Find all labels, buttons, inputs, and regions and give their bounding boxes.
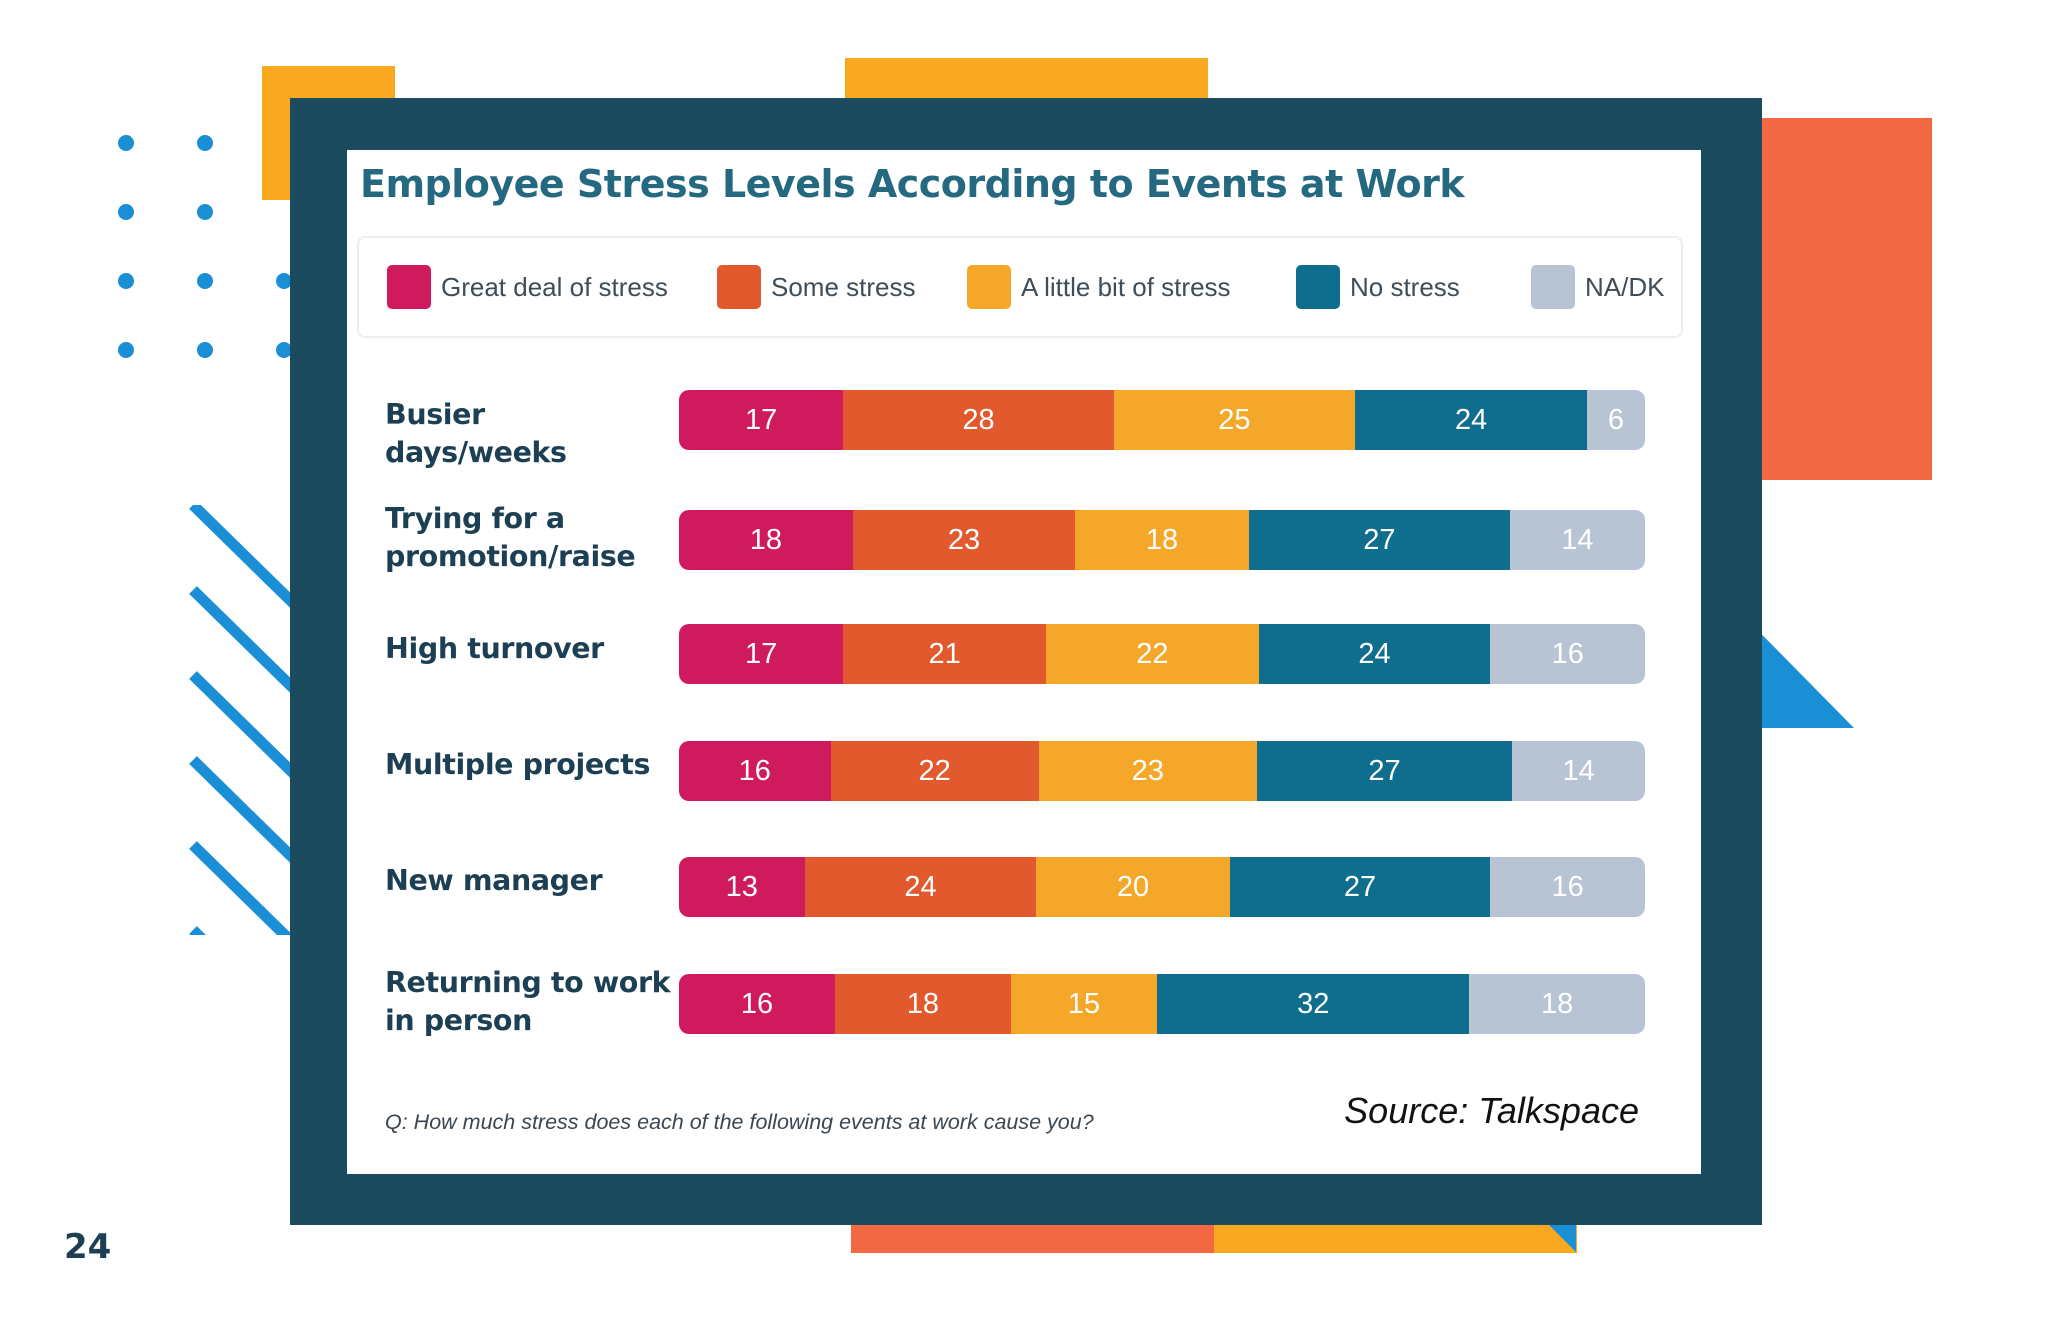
bar-segment-great: 16 <box>679 974 836 1034</box>
bar-segment-none: 27 <box>1229 857 1491 917</box>
legend-swatch <box>387 265 431 309</box>
bar-segment-some: 22 <box>830 741 1039 801</box>
bar-segment-na: 16 <box>1490 857 1645 917</box>
legend-swatch <box>967 265 1011 309</box>
bar-segment-some: 24 <box>804 857 1037 917</box>
orange-rect-right <box>1760 118 1932 480</box>
legend-item-great: Great deal of stress <box>387 238 668 336</box>
stacked-bar: 16 22 23 27 14 <box>679 741 1645 801</box>
row-label: Multiple projects <box>385 748 651 781</box>
decor-stripe <box>189 756 295 864</box>
legend-label: No stress <box>1350 271 1460 302</box>
bar-segment-na: 14 <box>1512 741 1645 801</box>
chart-title: Employee Stress Levels According to Even… <box>360 162 1465 206</box>
row-label: Trying for a promotion/raise <box>385 502 636 573</box>
legend-item-none: No stress <box>1296 238 1460 336</box>
bar-segment-great: 18 <box>679 510 853 570</box>
decor-dot <box>197 135 213 151</box>
bar-segment-little: 20 <box>1036 857 1230 917</box>
page-number: 24 <box>64 1227 112 1267</box>
decor-dot <box>197 273 213 289</box>
bar-segment-none: 32 <box>1157 974 1470 1034</box>
chart-legend: Great deal of stress Some stress A little … <box>357 236 1683 338</box>
decor-dot <box>197 204 213 220</box>
decor-stripe <box>189 841 293 935</box>
row-label: New manager <box>385 864 603 897</box>
bar-segment-great: 16 <box>679 741 831 801</box>
bar-segment-little: 22 <box>1046 624 1259 684</box>
bar-segment-na: 6 <box>1587 390 1645 450</box>
bar-segment-na: 18 <box>1469 974 1645 1034</box>
stacked-bar: 17 21 22 24 16 <box>679 624 1645 684</box>
bar-segment-some: 23 <box>852 510 1076 570</box>
stacked-bar: 16 18 15 32 18 <box>679 974 1645 1034</box>
legend-label: Great deal of stress <box>441 271 668 302</box>
chart-source: Source: Talkspace <box>1344 1090 1639 1131</box>
bar-segment-great: 17 <box>679 390 844 450</box>
bar-segment-little: 25 <box>1113 390 1356 450</box>
chart-card: Employee Stress Levels According to Even… <box>347 150 1701 1174</box>
bar-segment-little: 18 <box>1075 510 1249 570</box>
decor-dot <box>276 342 292 358</box>
decor-dot <box>118 342 134 358</box>
decor-stripe <box>189 505 295 609</box>
bar-segment-some: 18 <box>835 974 1011 1034</box>
decor-stripe <box>189 586 295 694</box>
legend-swatch <box>1296 265 1340 309</box>
legend-item-na: NA/DK <box>1531 238 1664 336</box>
stacked-bar: 13 24 20 27 16 <box>679 857 1645 917</box>
stacked-bar: 18 23 18 27 14 <box>679 510 1645 570</box>
bar-segment-none: 24 <box>1258 624 1491 684</box>
legend-label: A little bit of stress <box>1021 271 1231 302</box>
bar-segment-none: 27 <box>1248 510 1510 570</box>
stacked-bar: 17 28 25 24 6 <box>679 390 1645 450</box>
bar-segment-none: 24 <box>1355 390 1588 450</box>
decor-dot <box>197 342 213 358</box>
row-label: High turnover <box>385 632 604 665</box>
row-label: Returning to work in person <box>385 966 671 1037</box>
bar-segment-some: 21 <box>843 624 1047 684</box>
bar-segment-great: 13 <box>679 857 805 917</box>
bar-segment-great: 17 <box>679 624 844 684</box>
bar-segment-na: 16 <box>1490 624 1645 684</box>
legend-label: NA/DK <box>1585 271 1665 302</box>
decor-dot <box>118 204 134 220</box>
decor-dot <box>118 135 134 151</box>
legend-label: Some stress <box>771 271 916 302</box>
survey-question: Q: How much stress does each of the foll… <box>385 1110 1094 1134</box>
bar-segment-none: 27 <box>1256 741 1513 801</box>
row-label: Busier days/weeks <box>385 398 567 469</box>
legend-item-little: A little bit of stress <box>967 238 1231 336</box>
diagonal-stripes <box>189 505 295 935</box>
decor-stripe <box>189 671 295 779</box>
legend-swatch <box>717 265 761 309</box>
bar-segment-na: 14 <box>1509 510 1645 570</box>
bar-segment-little: 23 <box>1038 741 1257 801</box>
bar-segment-some: 28 <box>843 390 1114 450</box>
legend-swatch <box>1531 265 1575 309</box>
bar-segment-little: 15 <box>1010 974 1158 1034</box>
decor-dot <box>276 273 292 289</box>
decor-dot <box>118 273 134 289</box>
legend-item-some: Some stress <box>717 238 916 336</box>
